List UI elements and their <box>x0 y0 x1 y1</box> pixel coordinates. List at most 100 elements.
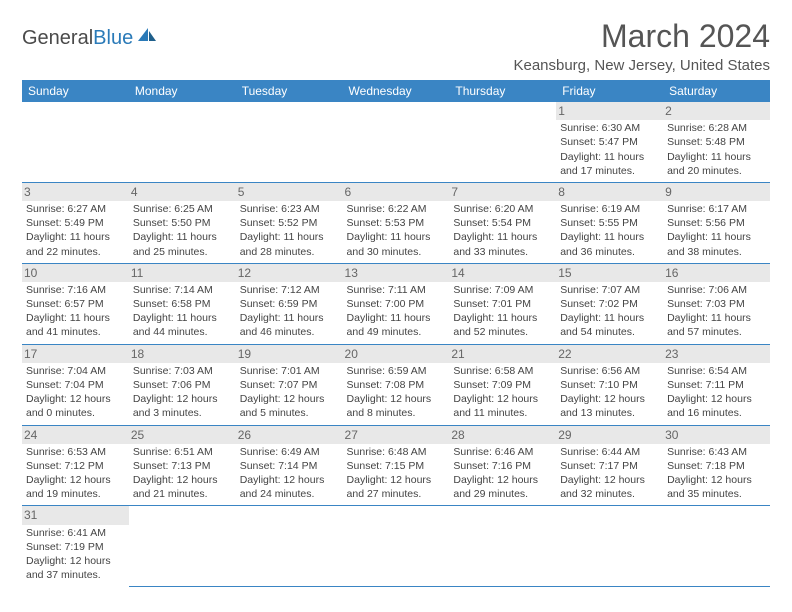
daylight-text: and 8 minutes. <box>347 406 446 420</box>
daylight-text: Daylight: 12 hours <box>133 473 232 487</box>
day-number: 13 <box>343 264 450 282</box>
daylight-text: and 22 minutes. <box>26 245 125 259</box>
sunset-text: Sunset: 7:13 PM <box>133 459 232 473</box>
calendar-empty-cell <box>129 102 236 182</box>
sunrise-text: Sunrise: 6:30 AM <box>560 121 659 135</box>
daylight-text: Daylight: 12 hours <box>26 554 125 568</box>
calendar-day-cell: 9Sunrise: 6:17 AMSunset: 5:56 PMDaylight… <box>663 182 770 263</box>
calendar-day-cell: 30Sunrise: 6:43 AMSunset: 7:18 PMDayligh… <box>663 425 770 506</box>
day-number: 10 <box>22 264 129 282</box>
daylight-text: and 54 minutes. <box>560 325 659 339</box>
calendar-day-cell: 17Sunrise: 7:04 AMSunset: 7:04 PMDayligh… <box>22 344 129 425</box>
day-number: 14 <box>449 264 556 282</box>
daylight-text: and 24 minutes. <box>240 487 339 501</box>
calendar-day-cell: 5Sunrise: 6:23 AMSunset: 5:52 PMDaylight… <box>236 182 343 263</box>
sunrise-text: Sunrise: 6:53 AM <box>26 445 125 459</box>
daylight-text: and 5 minutes. <box>240 406 339 420</box>
sunset-text: Sunset: 7:15 PM <box>347 459 446 473</box>
sunrise-text: Sunrise: 7:16 AM <box>26 283 125 297</box>
title-block: March 2024 Keansburg, New Jersey, United… <box>513 18 770 74</box>
daylight-text: and 41 minutes. <box>26 325 125 339</box>
sunrise-text: Sunrise: 6:56 AM <box>560 364 659 378</box>
sunrise-text: Sunrise: 6:48 AM <box>347 445 446 459</box>
calendar-week-row: 17Sunrise: 7:04 AMSunset: 7:04 PMDayligh… <box>22 344 770 425</box>
day-number: 24 <box>22 426 129 444</box>
day-number: 31 <box>22 506 129 524</box>
daylight-text: Daylight: 12 hours <box>560 392 659 406</box>
calendar-day-cell: 10Sunrise: 7:16 AMSunset: 6:57 PMDayligh… <box>22 263 129 344</box>
day-number: 5 <box>236 183 343 201</box>
sunrise-text: Sunrise: 7:03 AM <box>133 364 232 378</box>
calendar-day-cell: 4Sunrise: 6:25 AMSunset: 5:50 PMDaylight… <box>129 182 236 263</box>
daylight-text: Daylight: 11 hours <box>240 311 339 325</box>
calendar-day-cell: 15Sunrise: 7:07 AMSunset: 7:02 PMDayligh… <box>556 263 663 344</box>
day-number: 29 <box>556 426 663 444</box>
day-number: 6 <box>343 183 450 201</box>
sunrise-text: Sunrise: 6:20 AM <box>453 202 552 216</box>
daylight-text: and 20 minutes. <box>667 164 766 178</box>
daylight-text: and 49 minutes. <box>347 325 446 339</box>
daylight-text: Daylight: 11 hours <box>560 230 659 244</box>
daylight-text: and 3 minutes. <box>133 406 232 420</box>
calendar-day-cell: 7Sunrise: 6:20 AMSunset: 5:54 PMDaylight… <box>449 182 556 263</box>
day-number: 18 <box>129 345 236 363</box>
calendar-day-cell: 8Sunrise: 6:19 AMSunset: 5:55 PMDaylight… <box>556 182 663 263</box>
calendar-body: 1Sunrise: 6:30 AMSunset: 5:47 PMDaylight… <box>22 102 770 586</box>
sunset-text: Sunset: 5:55 PM <box>560 216 659 230</box>
day-number: 7 <box>449 183 556 201</box>
daylight-text: Daylight: 11 hours <box>667 150 766 164</box>
calendar-day-cell: 26Sunrise: 6:49 AMSunset: 7:14 PMDayligh… <box>236 425 343 506</box>
daylight-text: and 21 minutes. <box>133 487 232 501</box>
sunrise-text: Sunrise: 6:28 AM <box>667 121 766 135</box>
day-number: 22 <box>556 345 663 363</box>
calendar-empty-cell <box>236 102 343 182</box>
sunrise-text: Sunrise: 6:59 AM <box>347 364 446 378</box>
calendar-empty-cell <box>663 506 770 586</box>
calendar-day-cell: 12Sunrise: 7:12 AMSunset: 6:59 PMDayligh… <box>236 263 343 344</box>
day-number: 25 <box>129 426 236 444</box>
day-number: 16 <box>663 264 770 282</box>
daylight-text: Daylight: 12 hours <box>667 473 766 487</box>
day-number: 11 <box>129 264 236 282</box>
calendar-empty-cell <box>556 506 663 586</box>
day-number: 27 <box>343 426 450 444</box>
sunset-text: Sunset: 7:14 PM <box>240 459 339 473</box>
daylight-text: Daylight: 12 hours <box>453 473 552 487</box>
daylight-text: Daylight: 11 hours <box>560 150 659 164</box>
calendar-day-cell: 6Sunrise: 6:22 AMSunset: 5:53 PMDaylight… <box>343 182 450 263</box>
daylight-text: Daylight: 11 hours <box>560 311 659 325</box>
sunrise-text: Sunrise: 6:44 AM <box>560 445 659 459</box>
daylight-text: Daylight: 11 hours <box>26 230 125 244</box>
calendar-empty-cell <box>343 102 450 182</box>
day-number: 1 <box>556 102 663 120</box>
sunset-text: Sunset: 7:19 PM <box>26 540 125 554</box>
sunset-text: Sunset: 7:10 PM <box>560 378 659 392</box>
daylight-text: and 46 minutes. <box>240 325 339 339</box>
sunset-text: Sunset: 7:00 PM <box>347 297 446 311</box>
sunset-text: Sunset: 6:57 PM <box>26 297 125 311</box>
day-number: 15 <box>556 264 663 282</box>
daylight-text: and 38 minutes. <box>667 245 766 259</box>
sail-icon <box>136 26 158 50</box>
calendar-empty-cell <box>129 506 236 586</box>
sunrise-text: Sunrise: 7:01 AM <box>240 364 339 378</box>
daylight-text: Daylight: 11 hours <box>133 230 232 244</box>
daylight-text: and 13 minutes. <box>560 406 659 420</box>
sunset-text: Sunset: 7:06 PM <box>133 378 232 392</box>
daylight-text: and 0 minutes. <box>26 406 125 420</box>
calendar-day-cell: 14Sunrise: 7:09 AMSunset: 7:01 PMDayligh… <box>449 263 556 344</box>
daylight-text: Daylight: 12 hours <box>560 473 659 487</box>
sunset-text: Sunset: 5:56 PM <box>667 216 766 230</box>
sunset-text: Sunset: 5:49 PM <box>26 216 125 230</box>
daylight-text: and 52 minutes. <box>453 325 552 339</box>
sunset-text: Sunset: 7:18 PM <box>667 459 766 473</box>
sunset-text: Sunset: 5:48 PM <box>667 135 766 149</box>
daylight-text: and 36 minutes. <box>560 245 659 259</box>
day-number: 19 <box>236 345 343 363</box>
sunrise-text: Sunrise: 7:04 AM <box>26 364 125 378</box>
sunrise-text: Sunrise: 6:19 AM <box>560 202 659 216</box>
daylight-text: Daylight: 12 hours <box>240 392 339 406</box>
header: GeneralBlue March 2024 Keansburg, New Je… <box>22 18 770 74</box>
calendar-day-cell: 28Sunrise: 6:46 AMSunset: 7:16 PMDayligh… <box>449 425 556 506</box>
weekday-header: Monday <box>129 80 236 102</box>
